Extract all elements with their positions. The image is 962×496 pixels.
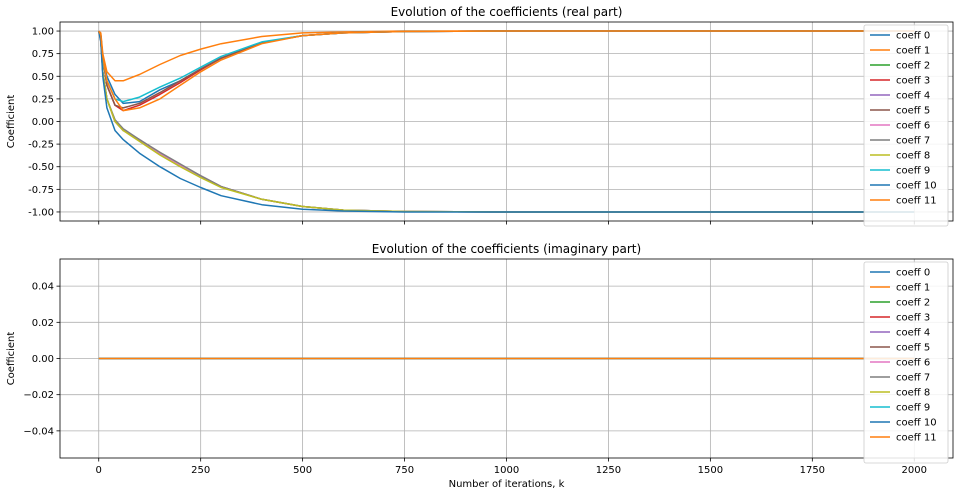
legend-label: coeff 9: [896, 403, 930, 414]
legend-label: coeff 4: [896, 328, 930, 339]
legend-label: coeff 10: [896, 418, 937, 429]
y-tick-label: 0.04: [32, 282, 54, 293]
legend-label: coeff 3: [896, 313, 930, 324]
series-line-11: [98, 30, 915, 112]
series-group: [97, 30, 915, 213]
y-tick-label: 1.00: [32, 27, 54, 38]
y-tick-label: 0.25: [32, 94, 54, 105]
legend-label: coeff 1: [896, 283, 930, 294]
y-axis-label: Coefficient: [6, 332, 17, 386]
legend-label: coeff 4: [896, 91, 930, 102]
legend-box: [863, 24, 949, 227]
x-tick-label: 1250: [596, 465, 621, 476]
legend-label: coeff 10: [896, 181, 937, 192]
legend-label: coeff 8: [896, 388, 930, 399]
legend-label: coeff 8: [896, 151, 930, 162]
legend-label: coeff 0: [896, 31, 930, 42]
y-tick-label: 0.00: [32, 117, 54, 128]
y-tick-label: 0.00: [32, 354, 54, 365]
y-tick-label: −0.04: [23, 426, 54, 437]
legend-label: coeff 2: [896, 61, 930, 72]
x-tick-label: 2000: [902, 465, 927, 476]
x-tick-label: 750: [395, 465, 414, 476]
y-tick-label: 0.75: [32, 49, 54, 60]
x-tick-label: 1750: [800, 465, 825, 476]
legend-label: coeff 6: [896, 358, 930, 369]
legend-label: coeff 11: [896, 433, 937, 444]
chart-title: Evolution of the coefficients (real part…: [391, 5, 623, 19]
chart-panel-1: 0 250 500 750 1000 1250 1500 1750 2000 0.04 0.02 0.…: [6, 242, 954, 490]
legend-label: coeff 11: [896, 196, 937, 207]
legend-label: coeff 2: [896, 298, 930, 309]
y-tick-label: -0.50: [28, 162, 54, 173]
y-tick-label: −0.02: [23, 390, 54, 401]
legend-label: coeff 5: [896, 106, 930, 117]
x-tick-label: 1500: [698, 465, 723, 476]
x-tick-label: 0: [96, 465, 102, 476]
chart-title: Evolution of the coefficients (imaginary…: [372, 242, 641, 256]
legend-box: [863, 261, 949, 464]
x-axis-label: Number of iterations, k: [449, 479, 565, 490]
x-tick-label: 500: [293, 465, 312, 476]
y-tick-label: -0.25: [28, 140, 54, 151]
legend-label: coeff 7: [896, 373, 930, 384]
y-tick-label: -1.00: [28, 207, 54, 218]
legend-label: coeff 6: [896, 121, 930, 132]
x-tick-label: 1000: [494, 465, 519, 476]
y-axis-label: Coefficient: [6, 95, 17, 149]
legend-label: coeff 3: [896, 76, 930, 87]
legend-label: coeff 9: [896, 166, 930, 177]
y-tick-label: 0.02: [32, 318, 54, 329]
legend-label: coeff 5: [896, 343, 930, 354]
y-tick-label: 0.50: [32, 72, 54, 83]
legend: coeff 0 coeff 1 coeff 2 coeff 3 coeff 4 coeff…: [863, 261, 949, 464]
legend-label: coeff 0: [896, 268, 930, 279]
series-line-10: [97, 30, 915, 213]
chart-panel-0: 1.00 0.75 0.50 0.25 0.00 -0.25 -0.50 -0.75 -1.00…: [6, 5, 954, 227]
legend-label: coeff 7: [896, 136, 930, 147]
legend: coeff 0 coeff 1 coeff 2 coeff 3 coeff 4 coeff…: [863, 24, 949, 227]
x-tick-label: 250: [191, 465, 210, 476]
y-tick-label: -0.75: [28, 185, 54, 196]
legend-label: coeff 1: [896, 46, 930, 57]
